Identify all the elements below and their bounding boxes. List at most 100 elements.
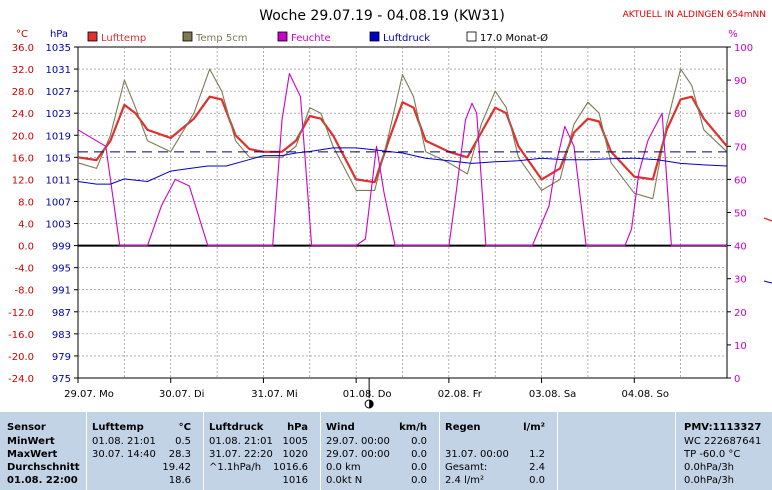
humidity-tick-label: 60 bbox=[734, 175, 747, 186]
temp-tick-label: 24.0 bbox=[12, 109, 34, 120]
legend-label: Feuchte bbox=[291, 33, 331, 44]
luftdruck-value: 1016.6 bbox=[273, 462, 308, 473]
pmv-header: PMV:1113327 bbox=[684, 422, 762, 433]
column-divider bbox=[320, 412, 321, 490]
row-label: MaxWert bbox=[7, 449, 58, 460]
luftdruck-value: 1016 bbox=[282, 475, 308, 486]
legend-label: Temp 5cm bbox=[195, 33, 247, 44]
chart-legend: Lufttemp Temp 5cm Feuchte Luftdruck 17.0 Mon… bbox=[87, 31, 548, 44]
moon-phase-shade bbox=[369, 400, 374, 408]
temp-tick-label: -16.0 bbox=[8, 330, 34, 341]
temp-tick-label: 8.0 bbox=[18, 197, 34, 208]
statistics-table: Sensor MinWert MaxWert Durchschnitt 01.08. 2… bbox=[0, 412, 772, 490]
row-label: 01.08. 22:00 bbox=[7, 475, 78, 486]
regen-value: 0.0 bbox=[529, 475, 545, 486]
luftdruck-time: 01.08. 21:01 bbox=[209, 436, 273, 447]
lufttemp-value: 0.5 bbox=[175, 436, 191, 447]
luftdruck-header: Luftdruck bbox=[209, 422, 264, 433]
temp-tick-label: 4.0 bbox=[18, 220, 34, 231]
temp-tick-label: 0.0 bbox=[18, 242, 34, 253]
wind-value: 0.0 bbox=[411, 436, 427, 447]
lufttemp-header: Lufttemp bbox=[92, 422, 144, 433]
temp-tick-label: 32.0 bbox=[12, 65, 34, 76]
pressure-tick-label: 991 bbox=[52, 286, 71, 297]
row-label: MinWert bbox=[7, 436, 55, 447]
column-divider bbox=[557, 412, 558, 490]
lufttemp-time: 30.07. 14:40 bbox=[92, 449, 156, 460]
legend-label: Lufttemp bbox=[101, 33, 146, 44]
x-tick-label: 02.08. Fr bbox=[438, 389, 483, 400]
edge-mark-temp bbox=[763, 217, 772, 222]
legend-swatch bbox=[87, 31, 98, 42]
x-tick-label: 03.08. Sa bbox=[529, 389, 576, 400]
wind-time: 29.07. 00:00 bbox=[326, 436, 390, 447]
weather-chart: Woche 29.07.19 - 04.08.19 (KW31) AKTUELL… bbox=[8, 8, 772, 409]
legend-swatch bbox=[182, 31, 193, 42]
pressure-tick-label: 987 bbox=[52, 308, 71, 319]
row-label: Durchschnitt bbox=[7, 462, 80, 473]
wind-value: 0.0 bbox=[411, 462, 427, 473]
temp-tick-label: -20.0 bbox=[8, 352, 34, 363]
pressure-tick-label: 1035 bbox=[46, 43, 71, 54]
wind-value: 0.0 bbox=[411, 475, 427, 486]
x-tick-label: 31.07. Mi bbox=[251, 389, 297, 400]
regen-value: 1.2 bbox=[529, 449, 545, 460]
pmv-value: TP -60.0 °C bbox=[684, 449, 741, 460]
chart-axes: 36.0 1035 32.0 1031 28.0 1027 24.0 1023 20.0 1019… bbox=[8, 43, 753, 400]
regen-time: 31.07. 00:00 bbox=[445, 449, 509, 460]
column-divider bbox=[439, 412, 440, 490]
temp-tick-label: -24.0 bbox=[8, 374, 34, 385]
temp-tick-label: -4.0 bbox=[14, 264, 34, 275]
sensor-header: Sensor bbox=[7, 422, 46, 433]
pressure-tick-label: 1003 bbox=[46, 220, 71, 231]
legend-label: 17.0 Monat-Ø bbox=[480, 32, 548, 44]
pressure-tick-label: 1019 bbox=[46, 131, 71, 142]
pmv-value: 0.0hPa/3h bbox=[684, 462, 735, 473]
pressure-tick-label: 1007 bbox=[46, 197, 71, 208]
legend-swatch bbox=[277, 31, 288, 42]
column-divider bbox=[675, 412, 676, 490]
series-line-feuchte bbox=[77, 72, 727, 247]
temp-tick-label: 36.0 bbox=[12, 43, 34, 54]
lufttemp-value: 28.3 bbox=[168, 449, 191, 460]
regen-time: Gesamt: bbox=[445, 462, 488, 473]
chart-grid bbox=[77, 46, 728, 379]
regen-value: 2.4 bbox=[529, 462, 545, 473]
regen-time: 2.4 l/m² bbox=[445, 475, 484, 486]
edge-mark-pressure bbox=[763, 280, 772, 284]
temp-tick-label: -12.0 bbox=[8, 308, 34, 319]
pressure-tick-label: 975 bbox=[52, 374, 71, 385]
humidity-tick-label: 10 bbox=[734, 341, 747, 352]
series-line-luftdruck bbox=[77, 147, 728, 185]
lufttemp-time: 01.08. 21:01 bbox=[92, 436, 156, 447]
pressure-tick-label: 999 bbox=[52, 242, 71, 253]
chart-title: Woche 29.07.19 - 04.08.19 (KW31) bbox=[259, 8, 505, 24]
legend-label: Luftdruck bbox=[383, 33, 430, 44]
humidity-tick-label: 100 bbox=[734, 43, 753, 54]
humidity-tick-label: 0 bbox=[734, 374, 740, 385]
legend-swatch bbox=[369, 31, 380, 42]
x-tick-label: 01.08. Do bbox=[343, 389, 392, 400]
x-tick-label: 30.07. Di bbox=[159, 389, 204, 400]
column-divider bbox=[203, 412, 204, 490]
humidity-tick-label: 40 bbox=[734, 242, 747, 253]
pressure-tick-label: 1015 bbox=[46, 153, 71, 164]
wind-time: 29.07. 00:00 bbox=[326, 449, 390, 460]
lufttemp-unit: °C bbox=[178, 422, 191, 433]
humidity-tick-label: 80 bbox=[734, 109, 747, 120]
luftdruck-time: 31.07. 22:20 bbox=[209, 449, 273, 460]
temp-tick-label: 20.0 bbox=[12, 131, 34, 142]
location-status: AKTUELL IN ALDINGEN 654mNN bbox=[623, 10, 766, 20]
temp-unit-label: °C bbox=[16, 29, 28, 40]
lufttemp-value: 18.6 bbox=[168, 475, 191, 486]
pressure-tick-label: 983 bbox=[52, 330, 71, 341]
humidity-tick-label: 70 bbox=[734, 142, 747, 153]
chart-series bbox=[77, 68, 728, 247]
chart-extras bbox=[78, 151, 772, 409]
pressure-tick-label: 979 bbox=[52, 352, 71, 363]
wind-time: 0.0 km bbox=[326, 462, 361, 473]
x-tick-label: 04.08. So bbox=[622, 389, 669, 400]
temp-tick-label: 28.0 bbox=[12, 87, 34, 98]
temp-tick-label: -8.0 bbox=[14, 286, 34, 297]
